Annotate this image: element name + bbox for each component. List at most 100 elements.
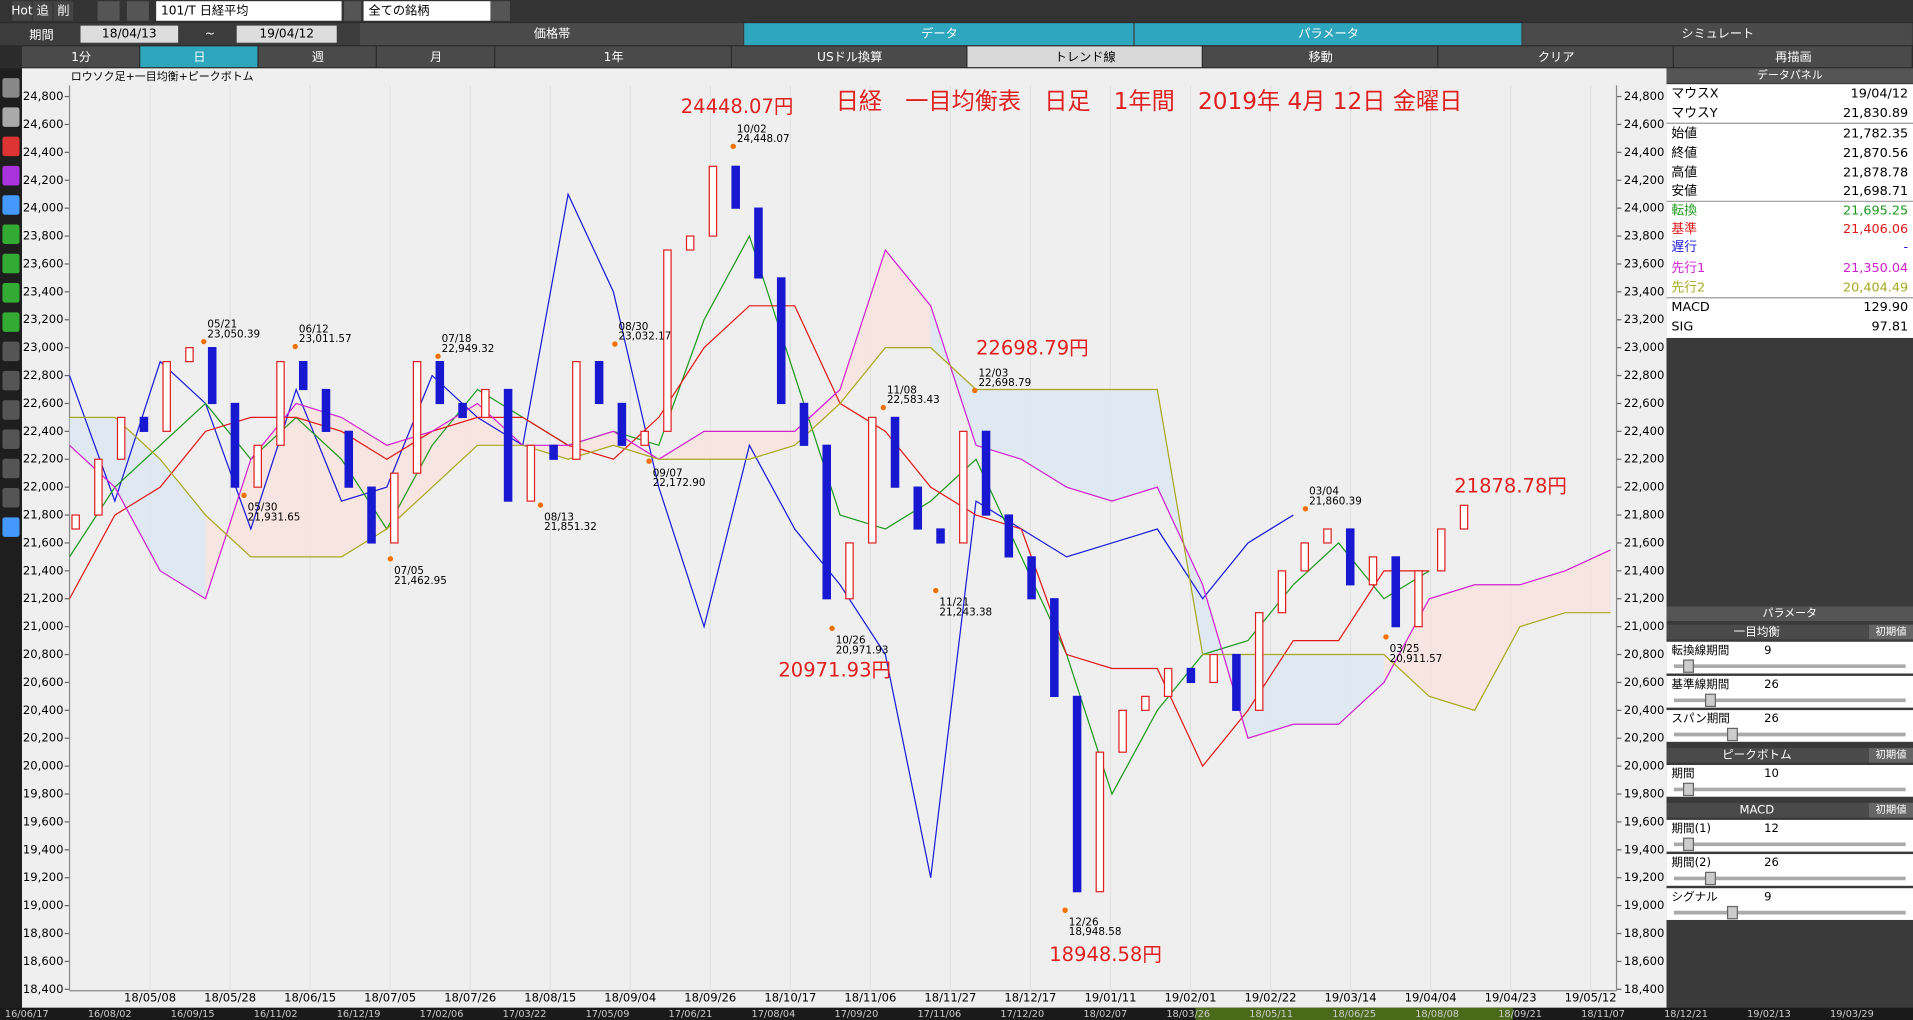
peak-value: 23,032.17 bbox=[619, 331, 672, 343]
reset-button[interactable] bbox=[1869, 747, 1913, 763]
peak-value: 18,948.58 bbox=[1069, 926, 1122, 938]
y-tick-label: 18,600 bbox=[23, 954, 64, 968]
tool-icon[interactable] bbox=[2, 458, 20, 479]
tool-icon[interactable] bbox=[2, 195, 20, 215]
panel-value: 97.81 bbox=[1871, 319, 1908, 334]
slider-thumb[interactable] bbox=[1683, 659, 1695, 673]
tool-icon[interactable] bbox=[2, 165, 20, 186]
sub-tab[interactable] bbox=[495, 46, 731, 68]
candle bbox=[754, 207, 763, 279]
panel-value: 20,404.49 bbox=[1843, 280, 1908, 295]
y-tick-label-right: 19,800 bbox=[1624, 787, 1665, 801]
tool-icon[interactable] bbox=[2, 107, 20, 127]
sub-tab[interactable] bbox=[967, 46, 1202, 68]
date-input[interactable] bbox=[80, 25, 179, 43]
slider-thumb[interactable] bbox=[1726, 727, 1738, 742]
tool-icon[interactable] bbox=[2, 136, 20, 157]
tool-icon[interactable] bbox=[2, 370, 20, 391]
y-tick-label-right: 19,600 bbox=[1624, 814, 1665, 828]
y-tick-label: 24,000 bbox=[23, 201, 64, 215]
x-tick-label: 19/01/11 bbox=[1084, 991, 1136, 1005]
param-label: スパン期間 bbox=[1671, 711, 1729, 725]
date-to: 19/04/12 bbox=[259, 27, 314, 41]
sub-tab-label: 1年 bbox=[604, 50, 624, 64]
sub-tab[interactable] bbox=[1673, 46, 1912, 68]
sub-tab[interactable] bbox=[732, 46, 967, 68]
peak-date: 08/30 bbox=[619, 321, 649, 333]
peak-dot bbox=[241, 492, 247, 499]
x-tick-label: 19/04/04 bbox=[1405, 991, 1457, 1005]
sub-tab-label: USドル換算 bbox=[817, 49, 882, 64]
candle bbox=[731, 165, 740, 209]
tool-icon[interactable] bbox=[2, 312, 20, 332]
sub-tab[interactable] bbox=[258, 46, 376, 68]
peak-value: 24,448.07 bbox=[737, 133, 790, 145]
reset-button[interactable] bbox=[1869, 624, 1913, 640]
candle bbox=[276, 360, 285, 446]
y-tick-label: 19,800 bbox=[23, 787, 64, 801]
button[interactable] bbox=[12, 1, 32, 21]
tool-icon[interactable] bbox=[2, 400, 20, 420]
y-tick-label: 19,600 bbox=[23, 814, 64, 828]
tool-icon[interactable] bbox=[2, 429, 20, 449]
panel-value: 21,878.78 bbox=[1843, 166, 1908, 181]
dropdown[interactable] bbox=[344, 1, 362, 21]
candle bbox=[253, 444, 262, 488]
slider-thumb[interactable] bbox=[1726, 905, 1738, 920]
slider-thumb[interactable] bbox=[1704, 871, 1716, 886]
tool-icon[interactable] bbox=[2, 253, 20, 274]
candle bbox=[116, 416, 126, 460]
dropdown[interactable] bbox=[490, 1, 510, 21]
candle bbox=[845, 542, 854, 600]
tool-icon[interactable] bbox=[2, 224, 20, 245]
nav-button[interactable] bbox=[126, 1, 149, 21]
candle bbox=[1323, 528, 1332, 544]
y-tick-label: 19,400 bbox=[23, 842, 64, 856]
tool-icon[interactable] bbox=[2, 517, 20, 537]
tool-icon[interactable] bbox=[2, 78, 20, 98]
button-label: 削 bbox=[57, 3, 69, 17]
nav-button[interactable] bbox=[97, 1, 120, 21]
symbol-input[interactable] bbox=[156, 1, 342, 21]
tab[interactable] bbox=[359, 23, 743, 46]
tool-icon[interactable] bbox=[2, 283, 20, 303]
slider-thumb[interactable] bbox=[1704, 693, 1716, 708]
panel-value: 21,350.04 bbox=[1843, 261, 1908, 276]
filter-input[interactable] bbox=[363, 1, 491, 21]
tool-icon[interactable] bbox=[2, 341, 20, 362]
y-tick-label: 24,600 bbox=[23, 117, 64, 131]
sub-tab-label: クリア bbox=[1538, 50, 1575, 64]
peak-date: 12/03 bbox=[978, 367, 1008, 379]
candle bbox=[594, 360, 604, 405]
y-tick-label: 20,200 bbox=[23, 731, 64, 745]
tool-icon[interactable] bbox=[2, 488, 20, 508]
sub-tab[interactable] bbox=[1202, 46, 1438, 68]
candle bbox=[207, 347, 217, 405]
date-input[interactable] bbox=[236, 25, 337, 43]
sub-tab[interactable] bbox=[376, 46, 495, 68]
panel-value: 19/04/12 bbox=[1851, 86, 1908, 101]
reset-button[interactable] bbox=[1869, 802, 1913, 818]
panel-label: 先行1 bbox=[1671, 261, 1705, 276]
sub-tab[interactable] bbox=[21, 46, 140, 68]
peak-date: 06/12 bbox=[299, 323, 329, 335]
sub-tab[interactable] bbox=[140, 46, 258, 68]
tab[interactable] bbox=[1522, 23, 1912, 46]
slider-thumb[interactable] bbox=[1683, 837, 1695, 852]
timeline-label: 17/08/04 bbox=[752, 1009, 796, 1020]
x-tick-label: 18/11/27 bbox=[924, 991, 976, 1005]
peak-dot bbox=[1062, 907, 1068, 913]
sub-tab-label: トレンド線 bbox=[1055, 49, 1116, 64]
button[interactable] bbox=[53, 1, 74, 21]
y-tick-label-right: 22,800 bbox=[1624, 368, 1665, 382]
peak-value: 21,462.95 bbox=[394, 575, 447, 587]
button[interactable] bbox=[32, 1, 53, 21]
tab[interactable] bbox=[1134, 23, 1522, 46]
annotation: 22698.79円 bbox=[976, 336, 1089, 359]
tab[interactable] bbox=[744, 23, 1134, 46]
slider-thumb[interactable] bbox=[1683, 782, 1695, 797]
y-tick-label-right: 20,200 bbox=[1624, 731, 1665, 745]
sub-tab[interactable] bbox=[1438, 46, 1673, 68]
y-tick-label: 18,400 bbox=[23, 982, 64, 996]
